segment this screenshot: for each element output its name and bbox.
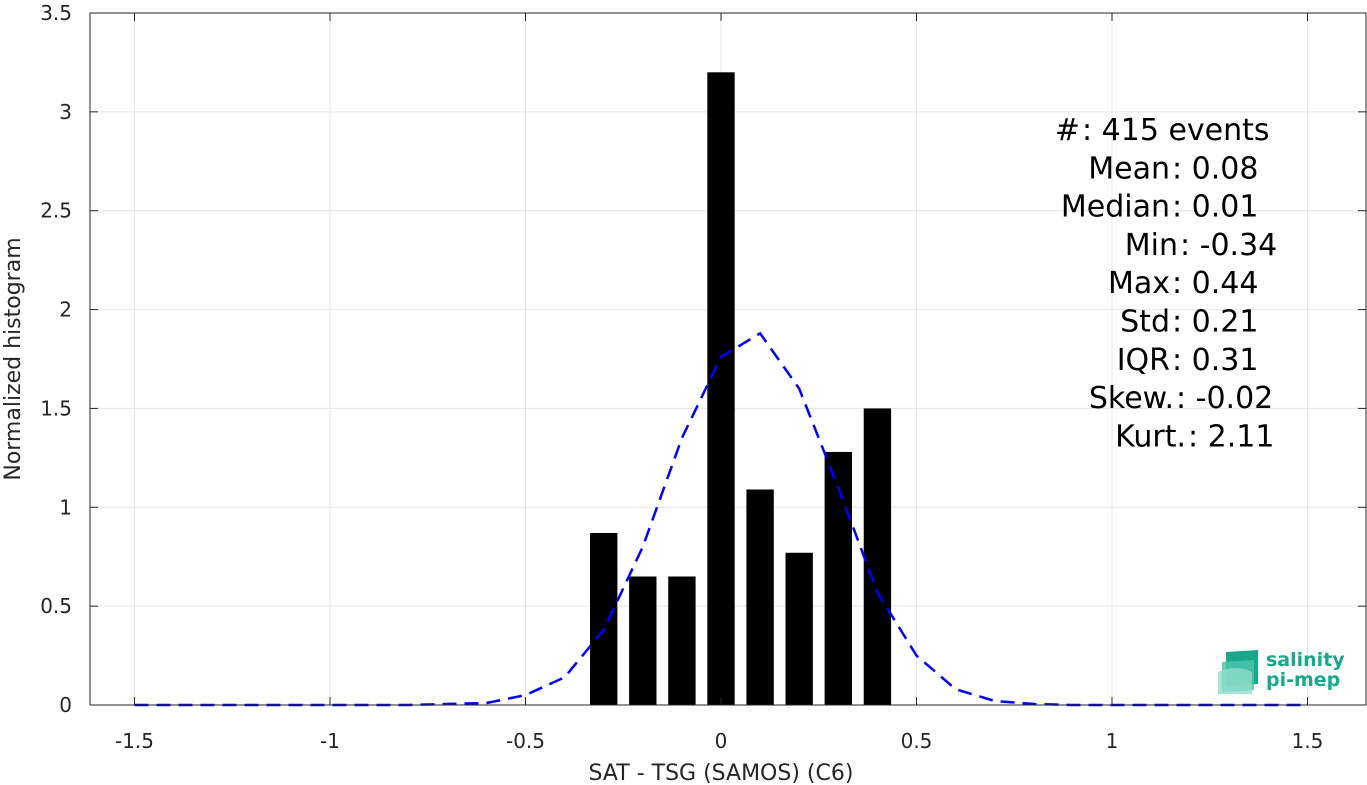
- y-tick-label: 2.5: [40, 199, 72, 223]
- logo-text-salinity: salinity: [1266, 649, 1345, 671]
- stat-value: : 0.08: [1172, 151, 1258, 186]
- logo-wave-icon: [1218, 650, 1258, 694]
- x-tick-label: 0: [715, 729, 728, 753]
- histogram-bars: [590, 72, 892, 706]
- stat-value: : -0.34: [1180, 228, 1277, 263]
- x-tick-label: -1.5: [115, 729, 154, 753]
- stat-value: : 0.01: [1172, 190, 1258, 225]
- y-tick-label: 3.5: [40, 1, 72, 25]
- x-tick-label: 1: [1106, 729, 1119, 753]
- stat-label: Median: [1061, 190, 1170, 225]
- stat-value: : 415 events: [1082, 113, 1270, 148]
- histogram-bar: [707, 72, 735, 706]
- stat-label: Mean: [1088, 151, 1170, 186]
- y-tick-label: 1.5: [40, 396, 72, 420]
- stat-value: : 0.31: [1172, 343, 1258, 378]
- x-axis-label: SAT - TSG (SAMOS) (C6): [589, 761, 854, 785]
- stat-value: : -0.02: [1176, 381, 1273, 416]
- x-tick-label: 1.5: [1292, 729, 1324, 753]
- stat-label: #: [1055, 113, 1080, 148]
- y-tick-labels: 0 0.5 1 1.5 2 2.5 3 3.5: [40, 1, 72, 717]
- stat-value: : 0.21: [1172, 305, 1258, 340]
- y-tick-label: 3: [59, 100, 72, 124]
- y-tick-label: 2: [59, 298, 72, 322]
- stat-label: IQR: [1117, 343, 1170, 378]
- stat-value: : 2.11: [1188, 419, 1274, 454]
- x-tick-labels: -1.5 -1 -0.5 0 0.5 1 1.5: [115, 729, 1323, 753]
- axes-box: [89, 12, 1367, 706]
- stat-value: : 0.44: [1172, 266, 1258, 301]
- y-tick-label: 0: [59, 693, 72, 717]
- stat-label: Min: [1125, 228, 1178, 263]
- stat-label: Kurt.: [1115, 419, 1186, 454]
- histogram-bar: [668, 576, 696, 705]
- histogram-bar: [746, 489, 774, 705]
- stat-label: Skew.: [1089, 381, 1174, 416]
- histogram-bar: [863, 408, 892, 705]
- y-tick-label: 0.5: [40, 594, 72, 618]
- histogram-bar: [629, 576, 657, 705]
- logo-text-pimep: pi-mep: [1266, 669, 1340, 691]
- histogram-bar: [824, 451, 852, 705]
- x-tick-label: -1: [320, 729, 340, 753]
- histogram-bar: [590, 532, 618, 705]
- stat-label: Std: [1120, 305, 1170, 340]
- histogram-bar: [785, 552, 813, 705]
- x-tick-label: 0.5: [901, 729, 933, 753]
- stat-label: Max: [1108, 266, 1170, 301]
- x-tick-label: -0.5: [506, 729, 545, 753]
- y-tick-label: 1: [59, 495, 72, 519]
- salinity-pi-mep-logo: salinity pi-mep: [1218, 649, 1345, 694]
- y-axis-label: Normalized histogram: [1, 237, 26, 480]
- axis-ticks: [90, 12, 1366, 706]
